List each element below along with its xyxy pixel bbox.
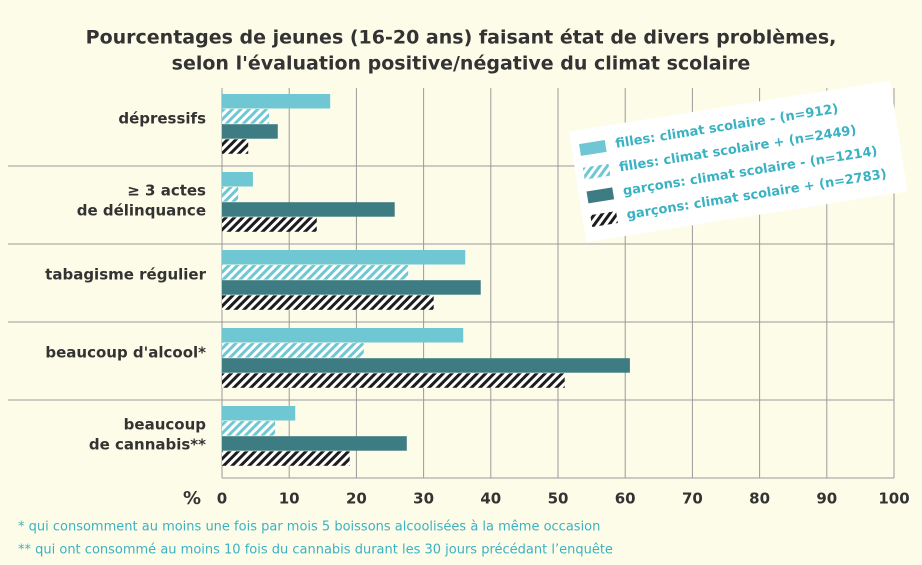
footnote: * qui consomment au moins une fois par m…: [18, 520, 600, 535]
bar: [222, 436, 407, 451]
bar: [222, 265, 409, 280]
x-tick-label: 70: [682, 490, 703, 508]
bar: [222, 358, 630, 373]
bar: [222, 187, 239, 202]
bar: [222, 172, 253, 187]
footnote: ** qui ont consommé au moins 10 fois du …: [18, 543, 613, 558]
legend: filles: climat scolaire - (n=912)filles:…: [568, 80, 908, 243]
bar: [222, 280, 481, 295]
bar: [222, 217, 317, 232]
bar: [222, 109, 270, 124]
bar: [222, 250, 466, 265]
bar: [222, 295, 434, 310]
chart-title: Pourcentages de jeunes (16-20 ans) faisa…: [86, 27, 837, 49]
bar: [222, 406, 296, 421]
bar: [222, 451, 350, 466]
bar: [222, 343, 364, 358]
x-tick-label: 40: [480, 490, 501, 508]
category-label: de cannabis**: [89, 436, 206, 454]
legend-box: [568, 80, 908, 243]
bar: [222, 202, 395, 217]
bar: [222, 373, 565, 388]
chart-title: selon l'évaluation positive/négative du …: [172, 53, 751, 75]
category-label: beaucoup: [124, 416, 207, 434]
x-tick-label: 50: [548, 490, 569, 508]
x-axis-label: %: [183, 488, 201, 509]
category-label: tabagisme régulier: [45, 266, 206, 284]
bar: [222, 421, 276, 436]
bar: [222, 94, 331, 109]
x-tick-label: 100: [878, 490, 909, 508]
x-tick-label: 90: [816, 490, 837, 508]
bar: [222, 328, 464, 343]
x-tick-label: 20: [346, 490, 367, 508]
category-label: de délinquance: [77, 202, 206, 220]
x-tick-label: 80: [749, 490, 770, 508]
x-tick-label: 10: [279, 490, 300, 508]
bar: [222, 124, 278, 139]
legend-swatch: [579, 140, 607, 156]
category-label: dépressifs: [118, 110, 206, 128]
x-tick-label: 30: [413, 490, 434, 508]
legend-swatch: [582, 163, 611, 180]
x-tick-label: 0: [217, 490, 227, 508]
category-label: beaucoup d'alcool*: [45, 344, 206, 362]
bar: [222, 139, 249, 154]
legend-swatch: [590, 211, 618, 228]
legend-swatch: [586, 187, 615, 204]
category-label: ≥ 3 actes: [127, 182, 206, 200]
x-tick-label: 60: [615, 490, 636, 508]
